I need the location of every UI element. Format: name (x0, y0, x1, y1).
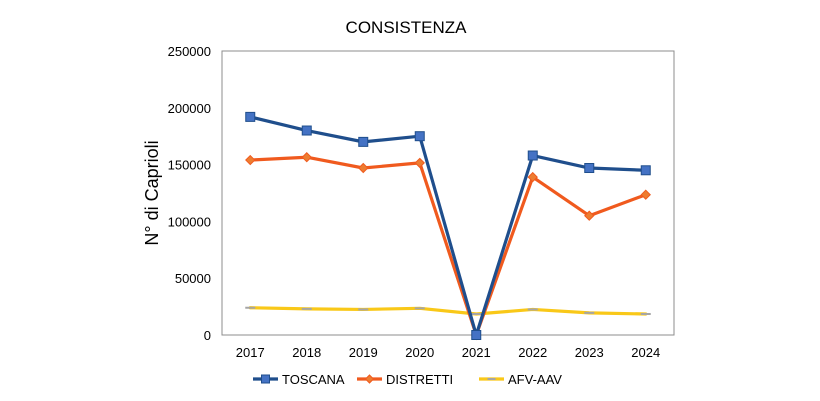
data-point (527, 150, 538, 161)
series-toscana (245, 111, 651, 340)
x-tick-label: 2020 (405, 345, 434, 360)
legend-item-toscana: TOSCANA (253, 372, 345, 387)
y-tick-label: 50000 (175, 271, 211, 286)
data-point (414, 131, 425, 142)
data-point (414, 157, 425, 169)
data-point (358, 136, 369, 147)
legend-label: TOSCANA (282, 372, 345, 387)
series-afv-aav (245, 306, 651, 316)
legend-label: AFV-AAV (508, 372, 562, 387)
y-tick-label: 150000 (168, 158, 211, 173)
data-point (358, 162, 369, 174)
x-tick-label: 2019 (349, 345, 378, 360)
x-tick-label: 2022 (518, 345, 547, 360)
legend-item-afv-aav: AFV-AAV (479, 372, 562, 387)
x-tick-label: 2021 (462, 345, 491, 360)
plot-area (221, 50, 675, 336)
legend-item-distretti: DISTRETTI (357, 372, 453, 387)
data-point (471, 330, 482, 340)
data-point (301, 152, 312, 163)
series-line-distretti (248, 155, 648, 337)
x-tick-label: 2017 (236, 345, 265, 360)
data-point (301, 125, 312, 136)
legend-label: DISTRETTI (386, 372, 453, 387)
x-tick-label: 2018 (292, 345, 321, 360)
data-point (245, 154, 256, 166)
legend-marker (261, 374, 270, 384)
y-tick-labels: 0 50000 100000 150000 200000 250000 (168, 44, 211, 343)
x-tick-label: 2024 (631, 345, 660, 360)
y-axis-label: N° di Caprioli (142, 140, 162, 245)
data-point (245, 111, 256, 122)
y-tick-label: 0 (204, 328, 211, 343)
legend: TOSCANA DISTRETTI AFV-AAV (253, 372, 562, 387)
data-point (640, 189, 651, 200)
y-tick-label: 250000 (168, 44, 211, 59)
x-tick-label: 2023 (575, 345, 604, 360)
data-point (584, 163, 595, 174)
data-point (640, 165, 651, 176)
series-layer (245, 111, 651, 341)
series-line-toscana (248, 115, 648, 337)
data-point (584, 210, 595, 221)
chart-title: CONSISTENZA (346, 18, 468, 37)
legend-marker (364, 374, 375, 384)
data-point (527, 171, 538, 183)
x-tick-labels: 2017 2018 2019 2020 2021 2022 2023 2024 (236, 345, 660, 360)
y-tick-label: 100000 (168, 214, 211, 229)
y-tick-label: 200000 (168, 101, 211, 116)
series-line-afv-aav (248, 306, 648, 316)
